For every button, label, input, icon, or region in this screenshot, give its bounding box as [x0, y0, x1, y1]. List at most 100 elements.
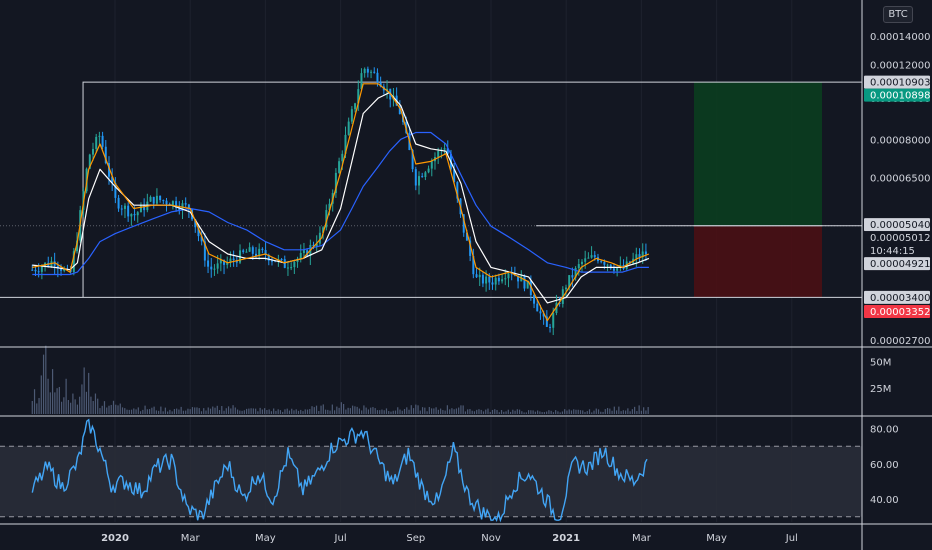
- candle-body: [280, 259, 283, 261]
- volume-bar: [591, 412, 593, 414]
- volume-bar: [304, 409, 306, 414]
- volume-bar: [162, 411, 164, 414]
- volume-bar: [42, 354, 45, 414]
- volume-bar: [597, 409, 600, 414]
- candle-body: [446, 148, 449, 154]
- price-badge-label: 0.00004921: [870, 259, 930, 270]
- volume-bar: [345, 409, 347, 414]
- candle-body: [258, 248, 261, 256]
- volume-bar: [430, 408, 433, 414]
- volume-bar: [419, 410, 421, 414]
- candle-body: [315, 243, 318, 247]
- candle-body: [328, 203, 331, 211]
- candle-body: [197, 227, 200, 237]
- volume-bar: [374, 408, 376, 414]
- candle-body: [593, 255, 596, 258]
- volume-bar: [647, 407, 649, 414]
- volume-bar: [56, 388, 58, 414]
- volume-bar: [209, 408, 212, 414]
- candle-body: [104, 146, 107, 164]
- candle-body: [203, 241, 206, 261]
- volume-bar: [541, 412, 543, 414]
- candle-body: [600, 261, 603, 263]
- volume-bar: [564, 409, 566, 414]
- candle-body: [251, 247, 254, 254]
- volume-bar: [392, 410, 394, 414]
- candle-body: [354, 103, 357, 110]
- candle-body: [427, 168, 430, 173]
- candle-body: [248, 247, 251, 252]
- candle-body: [101, 135, 104, 147]
- volume-bar: [33, 389, 36, 414]
- candle-body: [216, 263, 219, 269]
- volume-bar: [241, 410, 243, 414]
- volume-bar: [58, 386, 60, 414]
- volume-bar: [361, 410, 363, 414]
- volume-bar: [514, 410, 516, 414]
- candle-body: [536, 303, 539, 312]
- volume-pane: [31, 345, 649, 414]
- volume-bar: [372, 407, 374, 414]
- candle-body: [155, 195, 158, 204]
- candle-body: [612, 268, 615, 271]
- candle-body: [574, 268, 577, 278]
- candle-body: [641, 251, 644, 258]
- candle-body: [72, 251, 75, 273]
- volume-bar: [74, 399, 76, 414]
- volume-bar: [155, 410, 157, 414]
- candle-body: [638, 254, 641, 258]
- target-zone[interactable]: [694, 82, 822, 226]
- volume-bar: [625, 410, 627, 414]
- volume-bar: [76, 404, 78, 414]
- volume-bar: [255, 408, 257, 414]
- volume-bar: [566, 410, 568, 414]
- volume-bar: [115, 404, 117, 414]
- candle-body: [350, 109, 353, 122]
- volume-bar: [336, 406, 338, 414]
- candle-body: [590, 255, 593, 258]
- volume-bar: [530, 410, 532, 414]
- currency-button[interactable]: BTC: [883, 6, 913, 23]
- volume-bar: [302, 411, 304, 414]
- volume-bar: [61, 401, 63, 414]
- stop-zone[interactable]: [694, 225, 822, 298]
- candle-body: [171, 201, 174, 206]
- volume-bar: [575, 409, 577, 414]
- volume-bar: [315, 405, 318, 414]
- volume-bar: [525, 412, 527, 414]
- volume-bar: [257, 411, 259, 414]
- candle-body: [213, 268, 216, 270]
- candle-body: [149, 196, 152, 202]
- volume-bar: [221, 406, 223, 414]
- position-zones[interactable]: [694, 82, 822, 298]
- range-top-line[interactable]: [82, 81, 862, 298]
- volume-bar: [561, 411, 564, 414]
- volume-bar: [148, 409, 151, 414]
- volume-bar: [158, 410, 160, 414]
- volume-bar: [171, 411, 173, 414]
- volume-bar: [54, 392, 56, 414]
- candle-body: [270, 260, 273, 262]
- volume-bar: [458, 407, 460, 414]
- volume-bar: [279, 410, 282, 414]
- candle-body: [545, 316, 548, 327]
- volume-bar: [570, 410, 573, 414]
- candle-body: [472, 255, 475, 275]
- time-axis[interactable]: 2020 Mar May Jul Sep Nov 2021 Mar May Jul: [101, 533, 798, 544]
- volume-bar: [327, 409, 329, 414]
- candle-body: [162, 200, 165, 202]
- volume-bar: [363, 405, 365, 414]
- volume-bar: [51, 369, 54, 414]
- candle-body: [414, 169, 417, 186]
- candle-body: [53, 261, 56, 266]
- price-badge-grey: [864, 257, 930, 271]
- candle-body: [360, 73, 363, 90]
- range-box[interactable]: [0, 81, 862, 298]
- candle-body: [488, 276, 491, 283]
- volume-bar: [160, 406, 162, 414]
- volume-bar: [207, 407, 209, 414]
- volume-bar: [169, 409, 171, 414]
- candle-body: [347, 121, 350, 135]
